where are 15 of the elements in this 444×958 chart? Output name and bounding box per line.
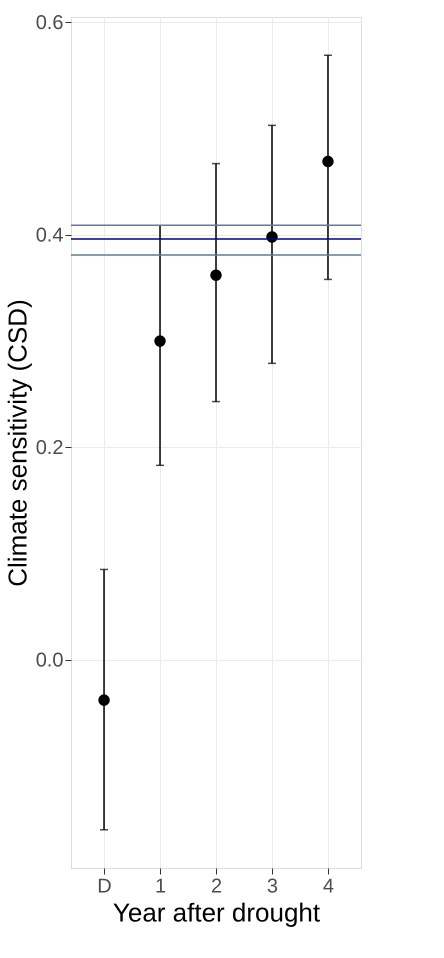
y-tick-label: 0.0 xyxy=(36,649,64,672)
x-tick-label: 1 xyxy=(154,876,166,898)
x-tick-label: 3 xyxy=(266,876,278,898)
y-axis-title: Climate sensitivity (CSD) xyxy=(2,299,33,587)
point xyxy=(210,269,222,281)
point xyxy=(322,156,334,168)
y-tick-label: 0.2 xyxy=(36,436,64,459)
y-tick-label: 0.6 xyxy=(36,12,64,34)
point xyxy=(154,335,166,347)
x-tick-label: 2 xyxy=(210,876,222,898)
x-axis-title: Year after drought xyxy=(112,898,321,928)
point xyxy=(98,694,110,706)
y-tick-label: 0.4 xyxy=(36,224,64,246)
x-tick-label: D xyxy=(97,876,112,898)
x-tick-label: 4 xyxy=(322,876,334,898)
